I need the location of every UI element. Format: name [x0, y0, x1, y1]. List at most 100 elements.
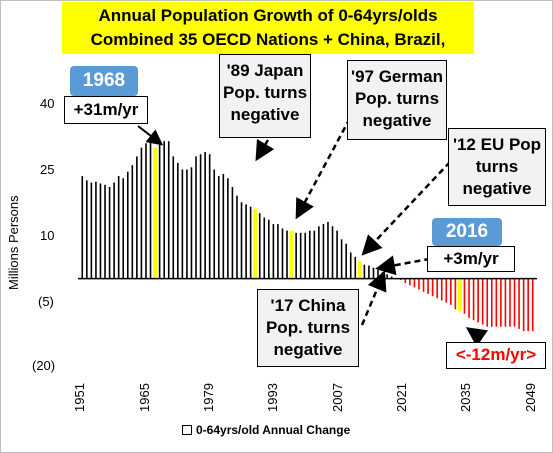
bar-2034	[457, 278, 462, 312]
bar-2032	[450, 278, 452, 305]
bar-1955	[99, 183, 102, 279]
arrow-minus12	[465, 327, 489, 347]
bar-1999	[299, 232, 302, 279]
bar-2029	[436, 278, 438, 299]
y-tick-label: (20)	[32, 358, 56, 373]
bar-1975	[190, 167, 193, 279]
bar-1979	[208, 154, 211, 279]
bar-2002	[313, 230, 316, 279]
bar-2044	[504, 278, 507, 327]
bar-2018	[386, 274, 388, 279]
bar-2022	[404, 278, 407, 284]
bar-1995	[281, 228, 284, 279]
bar-2011	[354, 256, 357, 279]
bar-2014	[368, 265, 370, 279]
bar-1977	[199, 154, 202, 279]
annotation-value-minus12: <-12m/yr>	[446, 342, 546, 369]
annotation-japan: '89 Japan Pop. turns negative	[219, 54, 311, 138]
bar-2028	[431, 278, 434, 297]
annotation-badge-1968: 1968	[70, 66, 138, 96]
bar-2049	[527, 278, 529, 332]
bar-2033	[454, 278, 457, 310]
bar-2046	[513, 278, 516, 327]
bar-2006	[331, 226, 334, 279]
bar-1967	[153, 147, 158, 279]
bar-1988	[249, 206, 252, 279]
bar-1973	[181, 169, 184, 279]
annotation-value-1968: +31m/yr	[64, 96, 148, 124]
bar-1956	[104, 184, 106, 279]
bar-2025	[418, 278, 420, 290]
bar-2004	[322, 224, 325, 279]
bar-2027	[427, 278, 429, 294]
arrow-japan	[255, 139, 275, 162]
chart-title: Annual Population Growth of 0-64yrs/olds	[98, 6, 438, 25]
bar-1993	[272, 224, 275, 279]
bar-1998	[295, 232, 297, 279]
bar-1961	[126, 171, 129, 279]
chart-title-box: Annual Population Growth of 0-64yrs/olds…	[62, 2, 474, 73]
bar-1963	[136, 156, 138, 279]
bar-2013	[363, 264, 366, 279]
y-tick-label: 25	[40, 162, 55, 177]
bar-1982	[222, 173, 225, 279]
bar-2008	[340, 239, 343, 279]
bar-2015	[372, 267, 375, 279]
bar-1970	[167, 141, 170, 279]
bar-1958	[113, 182, 115, 279]
bar-2031	[445, 278, 448, 303]
bar-2042	[495, 278, 498, 327]
bar-1978	[204, 152, 206, 279]
bar-2001	[308, 230, 311, 279]
bar-1983	[227, 178, 229, 279]
bar-2005	[327, 221, 329, 279]
bar-2024	[413, 278, 416, 288]
bar-1972	[177, 162, 179, 279]
bar-1968	[158, 143, 161, 279]
bar-1992	[268, 219, 270, 279]
bar-2007	[336, 230, 338, 279]
y-tick-label: (5)	[38, 294, 54, 309]
bar-2050	[531, 278, 534, 332]
bar-2010	[349, 252, 352, 279]
bar-1971	[172, 156, 175, 279]
bar-2043	[500, 278, 502, 327]
arrow-eu	[361, 161, 451, 256]
bar-2038	[477, 278, 479, 323]
arrow-1968	[137, 125, 164, 146]
bar-1965	[145, 143, 147, 279]
bars-group	[81, 141, 534, 332]
legend-swatch	[182, 425, 192, 435]
bar-1997	[289, 230, 294, 279]
bar-1969	[163, 141, 165, 279]
bar-2030	[440, 278, 443, 301]
bar-1974	[186, 169, 188, 279]
annotation-germany: '97 German Pop. turns negative	[347, 60, 447, 140]
bar-1986	[240, 202, 243, 279]
annotation-china: '17 China Pop. turns negative	[257, 289, 359, 367]
annotation-value-2016: +3m/yr	[427, 246, 515, 272]
bar-1966	[149, 141, 152, 279]
chart-legend: 0-64yrs/old Annual Change	[182, 423, 350, 437]
bar-2037	[472, 278, 475, 321]
bar-2016	[377, 269, 379, 279]
bar-2003	[318, 226, 320, 279]
bar-1964	[140, 147, 143, 279]
bar-1991	[263, 217, 266, 279]
bar-1953	[90, 182, 93, 279]
bar-1984	[231, 186, 234, 279]
y-tick-label: 40	[40, 96, 55, 111]
bar-2041	[490, 278, 493, 327]
bar-1960	[122, 178, 125, 279]
bar-1985	[236, 195, 238, 279]
bar-1981	[217, 176, 220, 279]
bar-2048	[522, 278, 525, 332]
bar-1957	[108, 186, 111, 279]
bar-2000	[304, 232, 307, 279]
bar-2040	[486, 278, 489, 327]
bar-2023	[409, 278, 411, 286]
bar-2019	[390, 276, 393, 279]
bar-1951	[81, 176, 84, 279]
bar-1989	[253, 208, 258, 279]
bar-1959	[117, 176, 120, 279]
